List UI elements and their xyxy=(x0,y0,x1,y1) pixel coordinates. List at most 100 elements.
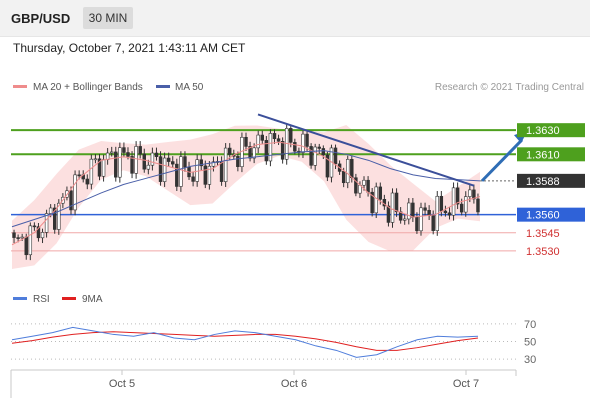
candle-body xyxy=(97,158,102,177)
candle-body xyxy=(199,159,203,167)
candle-body xyxy=(36,226,41,239)
candle-body xyxy=(256,134,260,149)
ma20-legend-swatch xyxy=(13,85,27,88)
candle-body xyxy=(459,203,464,213)
candle-body xyxy=(211,161,216,167)
candle-body xyxy=(341,171,346,184)
candle-body xyxy=(57,202,61,230)
candle-body xyxy=(321,148,326,156)
candle-body xyxy=(40,232,45,239)
trend-line xyxy=(257,113,475,187)
candle-body xyxy=(325,154,330,178)
candle-body xyxy=(175,163,179,187)
candle-body xyxy=(439,195,444,212)
candle-body xyxy=(244,136,248,147)
ma50-legend-label: MA 50 xyxy=(175,82,204,93)
candle-body xyxy=(276,138,281,142)
candle-body xyxy=(280,141,285,160)
candle-body xyxy=(171,161,175,165)
candle-body xyxy=(126,152,130,157)
candle-body xyxy=(415,216,419,232)
candle-body xyxy=(191,176,195,182)
candle-body xyxy=(378,186,383,200)
candle-body xyxy=(447,212,452,216)
candle-body xyxy=(268,133,273,162)
candle-body xyxy=(53,207,57,230)
candle-body xyxy=(419,207,423,232)
candle-body xyxy=(468,189,472,197)
candle-body xyxy=(476,198,480,213)
level-badge-1-label: 1.3610 xyxy=(526,149,560,161)
candle-body xyxy=(93,158,98,161)
symbol-label: GBP/USD xyxy=(11,11,71,26)
candle-body xyxy=(118,147,122,178)
candle-body xyxy=(305,133,309,147)
candle-body xyxy=(370,191,374,214)
candle-body xyxy=(48,207,53,214)
candle-body xyxy=(203,165,208,185)
x-tick-label-0: Oct 5 xyxy=(109,378,135,390)
level-badge-2-label: 1.3588 xyxy=(526,176,560,188)
candle-body xyxy=(77,174,81,177)
candle-body xyxy=(236,156,240,167)
candle-body xyxy=(317,146,321,149)
level-badge-4-label: 1.3545 xyxy=(526,228,560,240)
candle-body xyxy=(443,210,448,214)
candle-body xyxy=(101,159,106,177)
chart-datetime: Thursday, October 7, 2021 1:43:11 AM CET xyxy=(13,41,246,55)
candle-body xyxy=(252,147,256,159)
candle-body xyxy=(146,164,151,170)
level-badge-3-label: 1.3560 xyxy=(526,210,560,222)
candle-body xyxy=(309,146,313,166)
candle-body xyxy=(158,156,163,182)
candle-body xyxy=(162,157,167,182)
candle-body xyxy=(423,207,427,211)
candle-body xyxy=(195,159,199,182)
ma9-legend-swatch xyxy=(62,297,76,300)
candle-body xyxy=(73,174,77,211)
level-badge-2-bg xyxy=(517,173,585,188)
candle-body xyxy=(394,192,399,213)
candle-body xyxy=(142,153,146,170)
candle-body xyxy=(293,142,297,152)
projection-arrow-shaft xyxy=(480,138,524,182)
level-badge-0-label: 1.3630 xyxy=(526,125,560,137)
candle-body xyxy=(301,133,305,153)
candle-body xyxy=(109,151,114,154)
candle-body xyxy=(105,152,110,160)
timeframe-button[interactable]: 30 MIN xyxy=(83,7,133,29)
candle-body xyxy=(350,159,354,179)
candle-body xyxy=(122,147,126,153)
candle-body xyxy=(411,202,415,218)
candle-body xyxy=(32,225,37,228)
level-badge-1-bg xyxy=(517,147,585,162)
candle-body xyxy=(248,146,252,159)
x-tick-label-1: Oct 6 xyxy=(281,378,307,390)
candle-body xyxy=(179,156,183,187)
candle-body xyxy=(85,178,90,185)
candle-body xyxy=(472,189,476,200)
ma50-line xyxy=(11,150,481,228)
rsi-tick-30: 30 xyxy=(524,354,536,366)
level-badge-5-label: 1.3530 xyxy=(526,246,560,258)
candle-body xyxy=(260,134,265,141)
candle-body xyxy=(134,146,138,174)
candle-body xyxy=(451,187,456,216)
ma9-legend-label: 9MA xyxy=(82,294,103,305)
x-tick-label-2: Oct 7 xyxy=(453,378,479,390)
candle-body xyxy=(20,236,24,239)
candle-body xyxy=(154,152,159,157)
rsi-tick-70: 70 xyxy=(524,319,536,331)
candle-body xyxy=(223,147,228,182)
candle-body xyxy=(219,161,224,182)
candle-body xyxy=(150,152,155,166)
header-bar: GBP/USD 30 MIN xyxy=(0,0,590,37)
candle-body xyxy=(354,177,358,194)
candle-body xyxy=(390,192,395,223)
candle-body xyxy=(264,140,269,162)
candle-body xyxy=(455,187,460,205)
candle-body xyxy=(28,225,33,256)
candle-body xyxy=(374,186,378,214)
candle-body xyxy=(227,147,232,155)
